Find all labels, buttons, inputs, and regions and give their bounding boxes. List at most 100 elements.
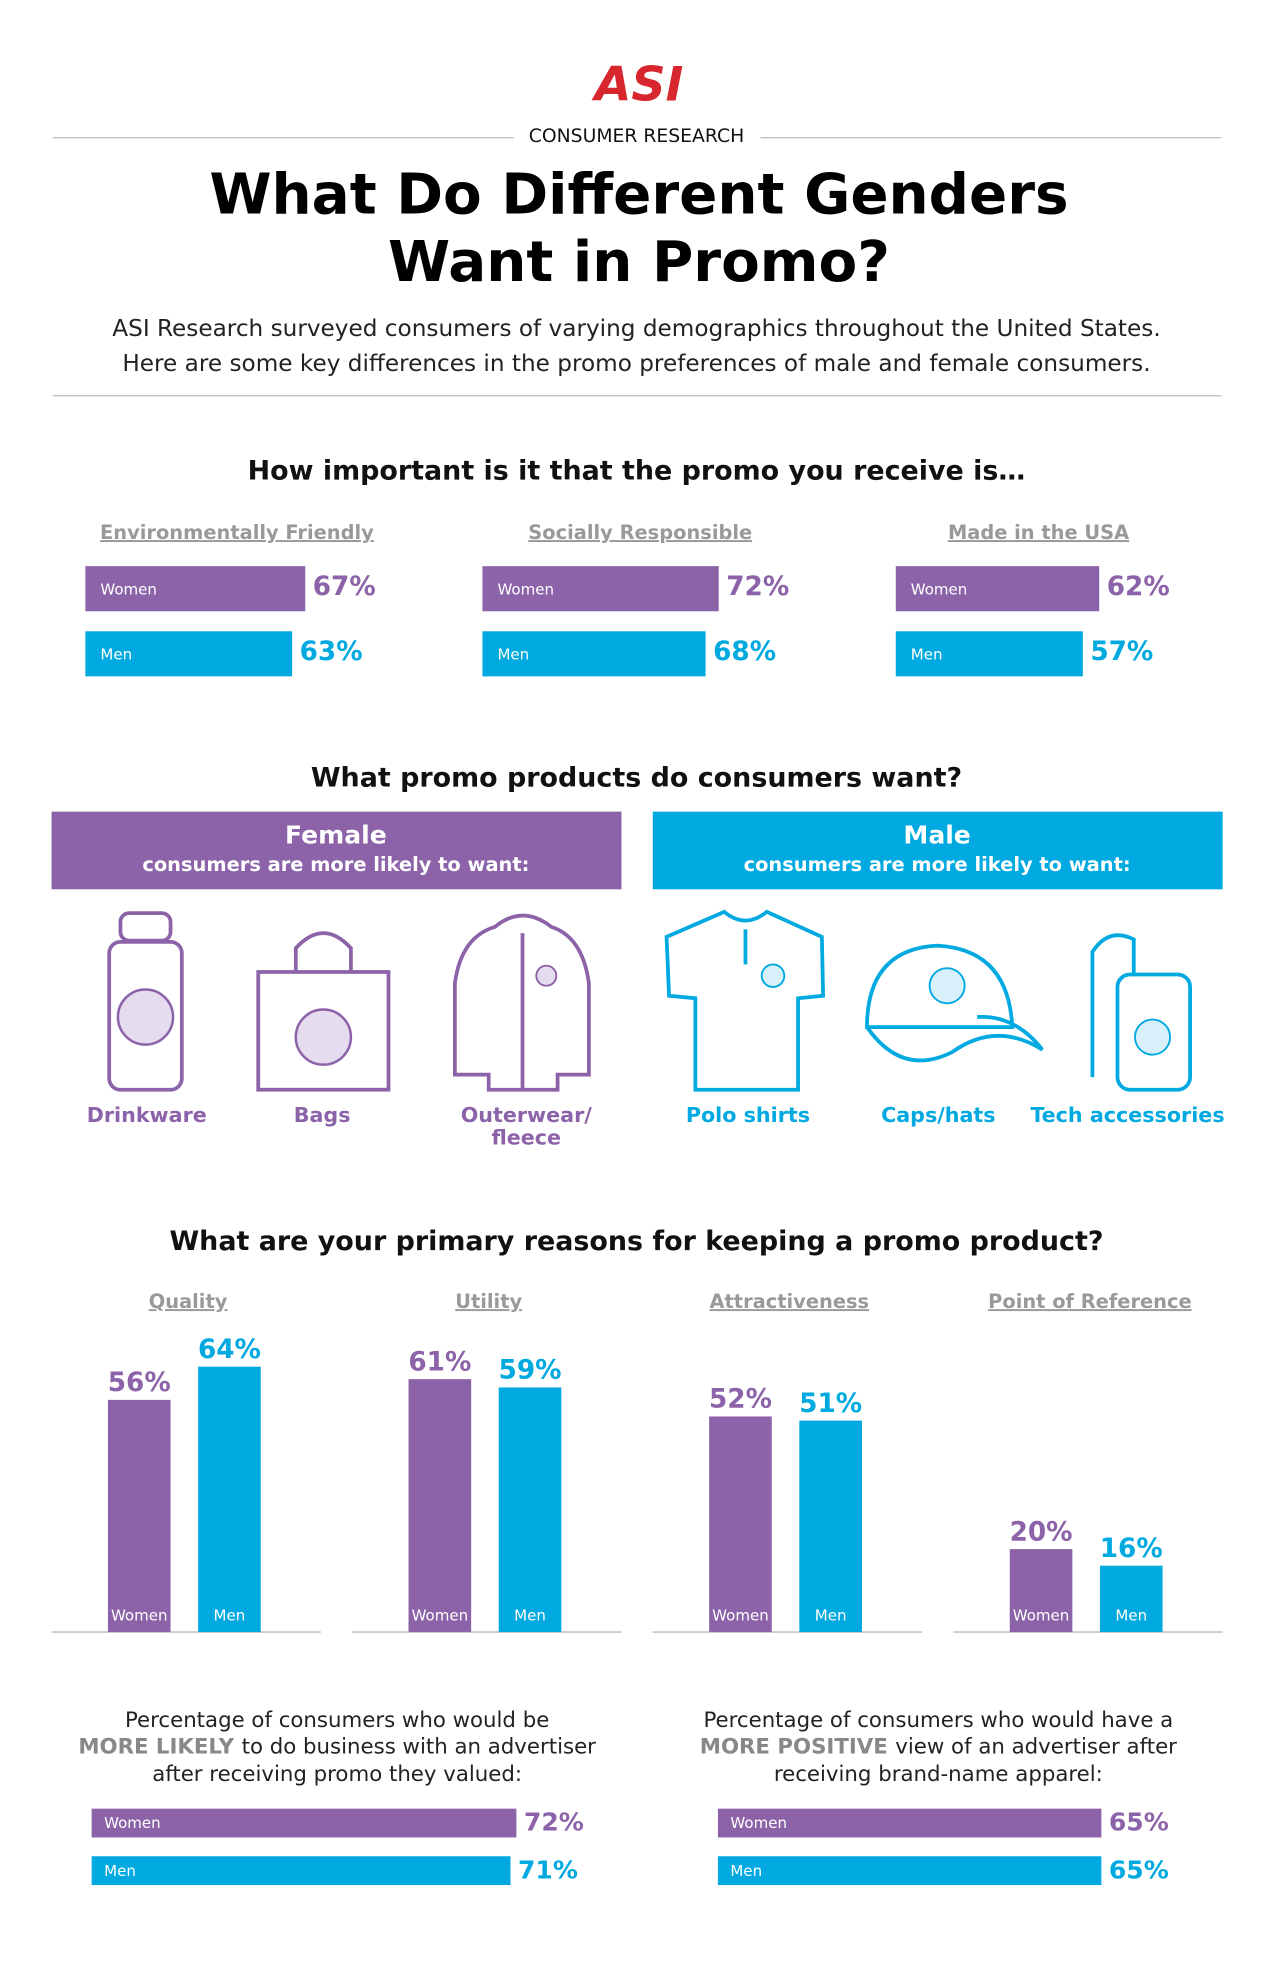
- emphasis: MORE LIKELY: [78, 1734, 234, 1759]
- value-label: 72%: [524, 1808, 584, 1837]
- chart-title: Quality: [149, 1290, 228, 1313]
- bar: [799, 1420, 862, 1633]
- value-label: 16%: [1100, 1534, 1163, 1564]
- chart-title: Percentage of consumers who would be: [125, 1708, 549, 1733]
- value-label: 62%: [1107, 572, 1170, 602]
- product-label: fleece: [491, 1126, 561, 1150]
- value-label: 52%: [709, 1385, 772, 1415]
- value-label: 71%: [518, 1855, 578, 1884]
- drinkware-icon: [107, 911, 184, 1092]
- chart-title: Socially Responsible: [528, 521, 752, 544]
- bar: [1009, 1549, 1073, 1633]
- chart-title: MORE POSITIVE view of an advertiser after: [700, 1734, 1177, 1759]
- cap-icon: [865, 943, 1044, 1063]
- bag-icon: [256, 931, 391, 1092]
- group-note: consumers are more likely to want:: [744, 853, 1131, 876]
- kicker: CONSUMER RESEARCH: [529, 126, 744, 147]
- bar: [85, 631, 293, 677]
- chart-title: receiving brand-name apparel:: [774, 1762, 1103, 1787]
- product-label: Tech accessories: [1030, 1103, 1224, 1127]
- logo: ASI: [591, 58, 684, 113]
- title: What Do Different Genders: [209, 163, 1068, 228]
- bar: [482, 631, 706, 677]
- product-label: Bags: [294, 1103, 351, 1127]
- chart-title: MORE LIKELY to do business with an advert…: [78, 1734, 596, 1759]
- intro: Here are some key differences in the pro…: [122, 350, 1150, 377]
- series-label: Men: [815, 1606, 847, 1624]
- product-label: Polo shirts: [686, 1103, 810, 1127]
- value-label: 20%: [1010, 1517, 1073, 1547]
- group-name: Female: [285, 821, 387, 850]
- series-label: Women: [111, 1606, 168, 1624]
- bar: [717, 1808, 1102, 1838]
- chart-title: after receiving promo they valued:: [152, 1762, 522, 1787]
- section-heading: What are your primary reasons for keepin…: [170, 1226, 1104, 1257]
- polo-icon: [664, 909, 826, 1092]
- series-label: Women: [712, 1606, 769, 1624]
- value-label: 64%: [198, 1335, 261, 1365]
- value-label: 59%: [499, 1356, 562, 1386]
- value-label: 56%: [108, 1368, 171, 1398]
- bar: [408, 1379, 472, 1633]
- chart-title: to do business with an advertiser: [242, 1734, 597, 1759]
- series-label: Men: [730, 1862, 762, 1880]
- bar: [895, 566, 1100, 612]
- section-heading: How important is it that the promo you r…: [248, 456, 1026, 487]
- value-label: 51%: [799, 1389, 862, 1419]
- series-label: Women: [911, 580, 968, 598]
- tech-icon: [1090, 933, 1192, 1092]
- series-label: Men: [214, 1606, 246, 1624]
- product-label: Drinkware: [87, 1103, 207, 1127]
- jacket-icon: [452, 913, 591, 1092]
- series-label: Women: [730, 1814, 787, 1832]
- value-label: 68%: [713, 637, 776, 667]
- series-label: Men: [514, 1606, 546, 1624]
- series-label: Women: [1013, 1606, 1070, 1624]
- female-banner: [51, 811, 622, 890]
- bar: [482, 566, 719, 612]
- series-label: Men: [1115, 1606, 1147, 1624]
- bar: [709, 1416, 772, 1633]
- title: Want in Promo?: [388, 230, 890, 295]
- product-label: Outerwear/: [461, 1103, 593, 1127]
- group-name: Male: [903, 821, 970, 850]
- series-label: Women: [412, 1606, 469, 1624]
- intro: ASI Research surveyed consumers of varyi…: [112, 315, 1160, 342]
- series-label: Men: [100, 646, 132, 664]
- bar: [198, 1366, 261, 1633]
- series-label: Women: [100, 580, 157, 598]
- series-label: Women: [104, 1814, 161, 1832]
- bar: [107, 1399, 171, 1633]
- value-label: 67%: [313, 572, 376, 602]
- group-note: consumers are more likely to want:: [142, 853, 529, 876]
- series-label: Men: [104, 1862, 136, 1880]
- section-heading: What promo products do consumers want?: [311, 763, 962, 794]
- bar: [85, 566, 306, 612]
- chart-title: Utility: [455, 1290, 522, 1313]
- series-label: Women: [497, 580, 554, 598]
- bar: [91, 1856, 511, 1886]
- chart-title: view of an advertiser after: [895, 1734, 1177, 1759]
- bar: [1099, 1565, 1163, 1633]
- bar: [498, 1387, 562, 1633]
- emphasis: MORE POSITIVE: [700, 1734, 888, 1759]
- bar: [895, 631, 1083, 677]
- value-label: 57%: [1090, 637, 1153, 667]
- chart-title: Point of Reference: [988, 1290, 1192, 1313]
- chart-title: Environmentally Friendly: [100, 521, 374, 544]
- chart-title: Made in the USA: [948, 521, 1129, 544]
- bar: [717, 1856, 1102, 1886]
- value-label: 72%: [726, 572, 789, 602]
- chart-title: Attractiveness: [710, 1290, 870, 1313]
- value-label: 61%: [408, 1347, 471, 1377]
- value-label: 63%: [300, 637, 363, 667]
- series-label: Men: [497, 646, 529, 664]
- product-label: Caps/hats: [881, 1103, 996, 1127]
- series-label: Men: [911, 646, 943, 664]
- chart-title: Percentage of consumers who would have a: [703, 1708, 1173, 1733]
- male-banner: [652, 811, 1223, 890]
- value-label: 65%: [1109, 1808, 1169, 1837]
- bar: [91, 1808, 517, 1838]
- value-label: 65%: [1109, 1855, 1169, 1884]
